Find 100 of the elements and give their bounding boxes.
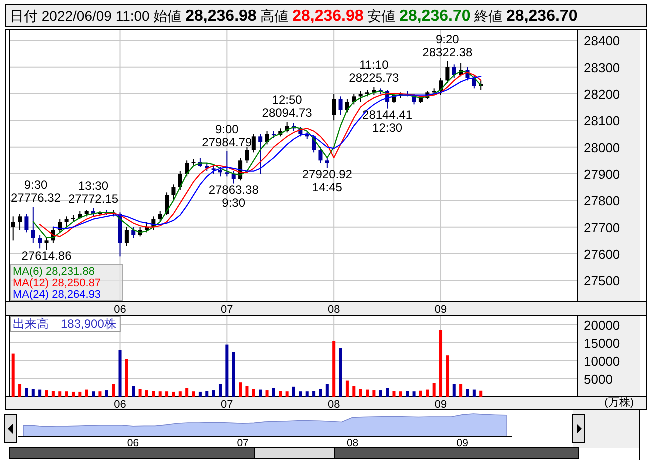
bar xyxy=(299,392,302,397)
candlestick xyxy=(18,214,22,230)
y-tick-label: 27500 xyxy=(584,274,620,289)
bar xyxy=(178,392,182,397)
bar xyxy=(286,392,289,397)
bar xyxy=(366,390,370,397)
candlestick xyxy=(31,206,36,244)
y-tick-label: 5000 xyxy=(584,372,613,387)
x-tick-label: 09 xyxy=(434,399,448,411)
bar xyxy=(312,391,316,397)
y-tick-label: 27900 xyxy=(584,167,620,182)
bar xyxy=(52,391,55,397)
y-axis-title: (万株) xyxy=(604,396,634,409)
candlestick xyxy=(258,134,263,174)
text: MA(6) 28,231.88 xyxy=(13,266,95,278)
y-tick-label: 28100 xyxy=(584,114,620,129)
bar xyxy=(198,392,202,397)
bar xyxy=(158,392,162,397)
candlestick xyxy=(318,146,323,164)
annotation: 9:30 27776.32 xyxy=(10,178,62,205)
text: MA(12) 28,250.87 xyxy=(13,278,102,290)
bar xyxy=(78,392,82,397)
bar xyxy=(272,388,276,397)
bar xyxy=(480,390,483,397)
bar xyxy=(446,356,450,397)
x-tick-label: 09 xyxy=(434,304,448,316)
y-tick-label: 28300 xyxy=(584,60,620,76)
y-tick-label: 15000 xyxy=(584,336,620,351)
x-tick-label: 07 xyxy=(221,399,234,411)
bar xyxy=(239,382,242,397)
x-tick-label: 06 xyxy=(127,438,140,450)
bar xyxy=(112,384,116,397)
candlestick xyxy=(172,184,176,202)
bar xyxy=(132,386,136,397)
bar xyxy=(18,384,22,397)
y-tick-label: 20000 xyxy=(584,318,620,333)
y-tick-label: 28000 xyxy=(584,140,620,156)
bar xyxy=(472,390,476,397)
bar xyxy=(226,344,229,397)
bar xyxy=(326,384,329,397)
annotation: 9:20 28322.38 xyxy=(422,32,474,60)
bar xyxy=(392,391,396,397)
candlestick xyxy=(185,160,190,178)
y-tick-label: 28400 xyxy=(584,34,620,49)
annotation: 11:10 28225.73 xyxy=(349,58,400,86)
candlestick xyxy=(218,166,222,178)
bar xyxy=(406,391,410,397)
y-tick-label: 27600 xyxy=(584,247,620,262)
bar xyxy=(92,392,96,397)
bar xyxy=(319,389,322,397)
bar xyxy=(138,389,142,397)
bar xyxy=(206,391,209,397)
annotation: 27920.92 14:45 xyxy=(302,167,353,194)
bar xyxy=(85,390,88,397)
x-tick-label: 06 xyxy=(114,304,126,316)
x-tick-label: 08 xyxy=(346,438,359,450)
annotation: 28144.41 12:30 xyxy=(362,108,413,135)
x-tick-label: 09 xyxy=(456,438,469,450)
bar xyxy=(58,392,62,397)
bar xyxy=(372,390,376,397)
candlestick xyxy=(225,150,230,178)
candlestick xyxy=(64,216,69,228)
candlestick xyxy=(178,170,182,190)
candlestick xyxy=(252,134,256,154)
bar xyxy=(306,392,309,397)
bar xyxy=(105,390,108,397)
y-tick-label: 27700 xyxy=(584,220,620,236)
bar xyxy=(339,348,342,397)
candlestick xyxy=(446,60,450,84)
candlestick xyxy=(44,238,49,251)
text: MA(24) 28,264.93 xyxy=(13,289,102,301)
bar xyxy=(346,380,349,397)
x-tick-label: 08 xyxy=(328,304,340,316)
bar xyxy=(25,388,28,397)
bar xyxy=(252,389,256,397)
x-tick-label: 06 xyxy=(114,399,126,411)
bar xyxy=(279,391,282,397)
candlestick xyxy=(325,158,330,169)
bar xyxy=(259,390,262,397)
bar xyxy=(466,389,470,397)
bar xyxy=(152,391,156,397)
bar xyxy=(460,384,463,397)
chart-title: 出来高 183,900株 xyxy=(13,317,116,331)
candlestick xyxy=(132,226,136,238)
y-tick-label: 27800 xyxy=(584,194,620,209)
y-tick-label: 28200 xyxy=(584,87,620,102)
bar xyxy=(32,389,35,397)
candlestick xyxy=(232,170,236,184)
bar xyxy=(359,389,362,397)
candlestick xyxy=(24,214,29,234)
bar xyxy=(246,386,249,397)
candlestick xyxy=(338,96,343,116)
bar xyxy=(412,392,416,397)
bar xyxy=(419,390,422,397)
bar xyxy=(386,388,390,397)
annotation: 13:30 27772.15 xyxy=(68,179,119,206)
x-tick-label: 08 xyxy=(328,399,340,411)
candlestick xyxy=(38,234,42,250)
bar xyxy=(118,350,122,397)
x-tick-label: 07 xyxy=(221,304,234,316)
